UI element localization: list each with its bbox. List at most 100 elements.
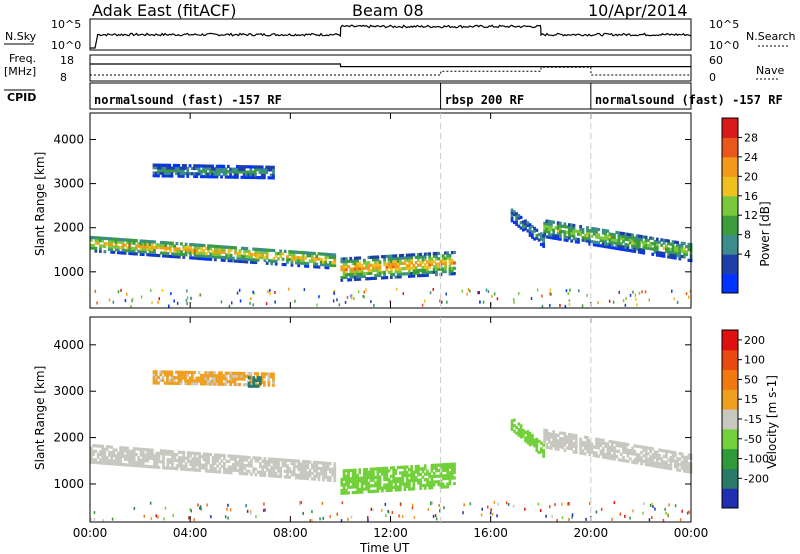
power-cell bbox=[651, 247, 655, 251]
velocity-cell bbox=[351, 474, 355, 478]
power-cell bbox=[229, 167, 232, 171]
power-cell bbox=[396, 259, 400, 263]
power-cell bbox=[618, 290, 620, 294]
velocity-cell bbox=[405, 482, 409, 486]
power-cell bbox=[392, 259, 396, 263]
velocity-cell bbox=[101, 455, 105, 460]
velocity-cell bbox=[206, 379, 210, 383]
velocity-cell bbox=[254, 384, 258, 388]
velocity-cell bbox=[218, 379, 221, 383]
power-cell bbox=[274, 300, 276, 304]
colorbar-tick-label: 4 bbox=[744, 248, 751, 261]
velocity-cell bbox=[306, 471, 310, 475]
velocity-cell bbox=[637, 458, 641, 463]
velocity-cell bbox=[90, 457, 93, 462]
velocity-cell bbox=[387, 469, 391, 473]
velocity-cell bbox=[123, 446, 127, 450]
power-cell bbox=[392, 273, 396, 277]
velocity-cell bbox=[372, 473, 375, 477]
power-cell bbox=[159, 240, 163, 245]
velocity-cell bbox=[214, 470, 217, 474]
velocity-cell bbox=[241, 460, 244, 465]
velocity-cell bbox=[199, 506, 201, 510]
velocity-cell bbox=[132, 450, 136, 454]
power-cell bbox=[387, 254, 391, 258]
power-cell bbox=[274, 254, 278, 258]
velocity-cell bbox=[687, 461, 691, 466]
velocity-cell bbox=[378, 486, 382, 490]
power-cell bbox=[687, 242, 691, 246]
power-cell bbox=[236, 170, 239, 174]
velocity-cell bbox=[234, 468, 237, 472]
power-cell bbox=[344, 270, 348, 274]
colorbar-tick-label: 24 bbox=[744, 151, 758, 164]
velocity-cell bbox=[155, 462, 159, 466]
velocity-cell bbox=[342, 474, 346, 479]
power-cell bbox=[387, 260, 391, 264]
power-cell bbox=[604, 234, 607, 238]
power-cell bbox=[195, 164, 199, 168]
power-cell bbox=[363, 266, 366, 270]
power-cell bbox=[453, 250, 456, 255]
power-cell bbox=[132, 241, 136, 245]
colorbar-swatch bbox=[722, 448, 738, 469]
power-cell bbox=[220, 255, 224, 259]
power-cell bbox=[211, 249, 215, 254]
power-cell bbox=[216, 252, 219, 257]
velocity-cell bbox=[540, 441, 543, 445]
power-cell bbox=[263, 256, 267, 260]
power-cell bbox=[301, 259, 305, 263]
power-cell bbox=[617, 236, 621, 240]
power-cell bbox=[231, 170, 235, 174]
power-cell bbox=[200, 246, 204, 250]
power-cell bbox=[184, 166, 187, 170]
power-cell bbox=[148, 248, 152, 252]
colorbar-swatch bbox=[722, 234, 738, 255]
velocity-cell bbox=[184, 381, 187, 386]
power-cell bbox=[202, 164, 205, 168]
velocity-cell bbox=[272, 383, 275, 387]
velocity-cell bbox=[139, 464, 143, 468]
power-cell bbox=[577, 232, 580, 236]
power-cell bbox=[631, 236, 634, 240]
power-cell bbox=[667, 252, 670, 256]
power-cell bbox=[290, 250, 294, 254]
velocity-cell bbox=[535, 446, 539, 450]
power-cell bbox=[272, 171, 275, 175]
velocity-cell bbox=[286, 458, 289, 462]
velocity-cell bbox=[172, 513, 174, 517]
velocity-cell bbox=[441, 482, 445, 486]
power-cell bbox=[432, 270, 436, 274]
power-cell bbox=[268, 259, 271, 263]
velocity-cell bbox=[227, 516, 229, 520]
power-cell bbox=[144, 250, 147, 254]
power-cell bbox=[610, 232, 614, 236]
power-cell bbox=[660, 254, 664, 258]
power-cell bbox=[435, 262, 438, 266]
power-cell bbox=[356, 275, 359, 279]
power-cell bbox=[351, 275, 355, 279]
velocity-cell bbox=[252, 470, 256, 474]
velocity-cell bbox=[263, 465, 267, 469]
power-cell bbox=[655, 245, 659, 249]
velocity-cell bbox=[261, 473, 265, 477]
velocity-cell bbox=[218, 470, 222, 474]
velocity-cell bbox=[667, 513, 669, 517]
power-cell bbox=[450, 251, 454, 255]
power-cell bbox=[619, 234, 623, 238]
power-cell bbox=[310, 257, 314, 261]
velocity-cell bbox=[633, 452, 637, 456]
velocity-cell bbox=[651, 502, 653, 506]
velocity-cell bbox=[233, 377, 237, 381]
velocity-cell bbox=[263, 473, 267, 477]
velocity-cell bbox=[259, 470, 262, 474]
velocity-cell bbox=[365, 479, 368, 483]
power-cell bbox=[269, 173, 273, 177]
power-cell bbox=[453, 266, 456, 270]
power-cell bbox=[485, 288, 488, 292]
power-cell bbox=[444, 259, 447, 263]
power-cell bbox=[441, 259, 445, 263]
velocity-cell bbox=[606, 453, 610, 457]
power-cell bbox=[225, 253, 228, 257]
power-cell bbox=[344, 257, 348, 261]
